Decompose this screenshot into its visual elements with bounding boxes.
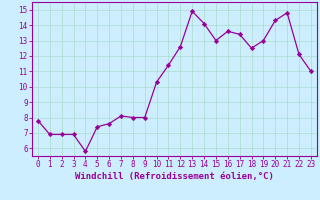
X-axis label: Windchill (Refroidissement éolien,°C): Windchill (Refroidissement éolien,°C) — [75, 172, 274, 181]
